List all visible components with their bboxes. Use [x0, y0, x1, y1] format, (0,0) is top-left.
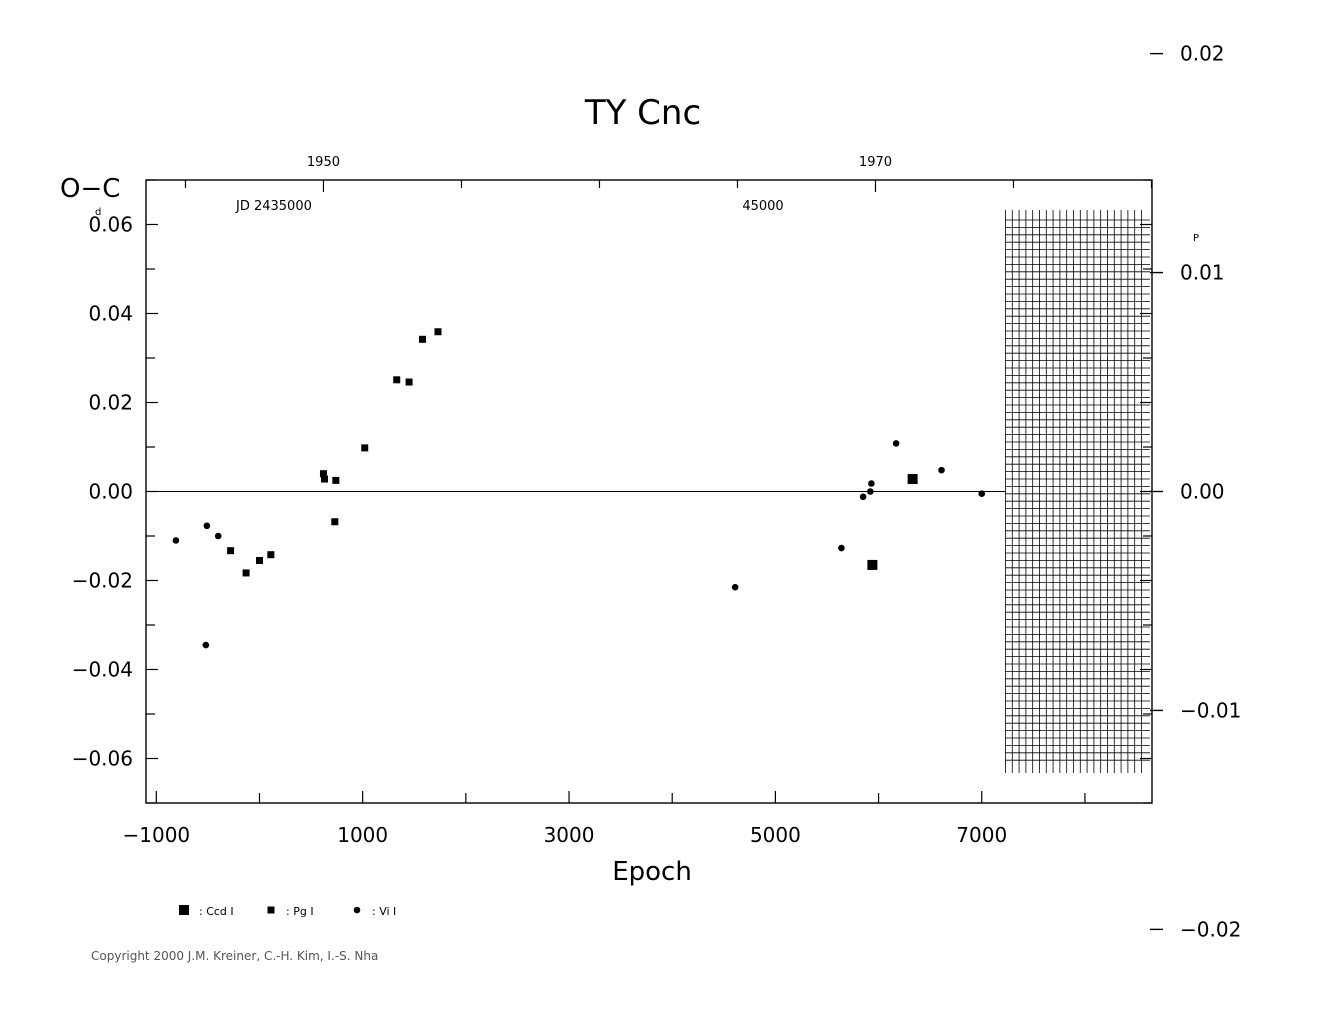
data-point: [332, 476, 340, 484]
data-point: [978, 490, 986, 498]
legend-label: : Pg I: [286, 905, 314, 918]
data-point: [867, 559, 878, 570]
y-tick-label: −0.02: [72, 569, 133, 593]
data-point: [267, 551, 275, 559]
copyright-note: Copyright 2000 J.M. Kreiner, C.-H. Kim, …: [91, 949, 379, 963]
data-point: [859, 493, 867, 501]
right-tick-label: 0.00: [1180, 480, 1225, 504]
data-point: [907, 474, 918, 485]
data-point: [172, 537, 180, 544]
right-tick-label: 0.01: [1180, 261, 1225, 285]
legend-marker: [353, 906, 361, 914]
data-point: [892, 440, 900, 447]
data-point: [214, 532, 222, 540]
data-point: [202, 641, 210, 649]
legend-marker: [179, 905, 189, 915]
data-point: [938, 466, 945, 474]
legend-label: : Ccd I: [199, 905, 234, 918]
legend-label: : Vi I: [372, 905, 396, 918]
x-tick-label: 1000: [337, 823, 388, 847]
data-point: [361, 444, 369, 452]
top-year-label: 1970: [859, 155, 892, 170]
data-point: [393, 376, 401, 384]
top-jd-label: JD 2435000: [235, 199, 312, 214]
y-tick-label: 0.02: [88, 391, 133, 415]
data-point: [227, 547, 235, 555]
top-jd-label: 45000: [742, 199, 783, 214]
data-point: [405, 378, 413, 386]
data-point: [242, 569, 250, 577]
y-axis-label: O−C: [60, 174, 120, 204]
data-point: [868, 480, 875, 487]
plot-area: −10001000300050007000195019701990JD 2435…: [72, 42, 1242, 942]
data-point: [731, 583, 739, 591]
data-point: [838, 544, 845, 552]
x-tick-label: 5000: [750, 823, 801, 847]
y-tick-label: 0.04: [88, 302, 133, 326]
x-axis-label: Epoch: [612, 857, 692, 887]
legend: : Ccd I : Pg I : Vi I: [179, 905, 396, 918]
legend-marker: [267, 906, 275, 914]
x-tick-label: 3000: [544, 823, 595, 847]
data-point: [331, 518, 339, 526]
y-tick-label: 0.00: [88, 480, 133, 504]
top-year-label: 1950: [307, 155, 340, 170]
data-point: [419, 335, 427, 343]
data-point: [434, 328, 442, 336]
data-point: [867, 488, 874, 495]
x-tick-label: −1000: [122, 823, 190, 847]
right-tick-label: 0.02: [1180, 42, 1225, 66]
y-axis-unit-mark: d: [95, 207, 101, 218]
y-tick-label: 0.06: [88, 213, 133, 237]
right-tick-label: −0.01: [1180, 698, 1241, 722]
data-point: [203, 522, 211, 530]
data-point: [255, 556, 263, 564]
y-tick-label: −0.04: [72, 658, 133, 682]
data-point: [321, 475, 329, 483]
right-axis-unit-mark: P: [1193, 233, 1199, 244]
y-tick-label: −0.06: [72, 747, 133, 771]
x-tick-label: 7000: [956, 823, 1007, 847]
data-point: [319, 470, 327, 478]
chart-title: TY Cnc: [584, 93, 701, 133]
right-tick-label: −0.02: [1180, 917, 1241, 941]
